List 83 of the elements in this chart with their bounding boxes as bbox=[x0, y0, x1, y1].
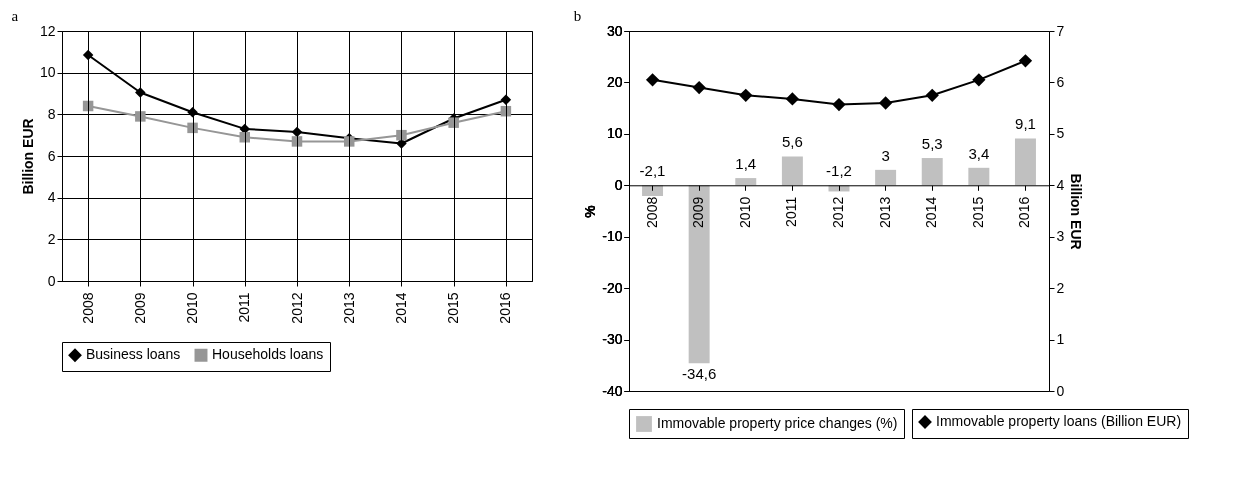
point bbox=[739, 89, 753, 102]
data-label: 1,4 bbox=[735, 155, 757, 173]
y-tick-label: 12 bbox=[39, 22, 56, 39]
x-tick-label: 2008 bbox=[79, 292, 96, 324]
bar bbox=[688, 185, 710, 364]
y-tick-label: 20 bbox=[606, 73, 623, 90]
point bbox=[448, 117, 459, 128]
y-tick-label: 10 bbox=[606, 125, 623, 142]
data-label: -34,6 bbox=[682, 365, 717, 383]
y-tick-label: -40 bbox=[602, 382, 623, 399]
y-tick-label: 0 bbox=[614, 176, 623, 193]
legend-label: Immovable property price changes (%) bbox=[657, 415, 898, 431]
data-label: 9,1 bbox=[1015, 115, 1036, 133]
y2-axis-title: Billion EUR bbox=[1068, 173, 1085, 250]
y-tick-label: -20 bbox=[602, 279, 623, 296]
y2-tick-label: 3 bbox=[1056, 228, 1065, 245]
legend-label: Immovable property loans (Billion EUR) bbox=[936, 413, 1182, 429]
point bbox=[832, 98, 846, 111]
point bbox=[291, 136, 303, 147]
x-tick-label: 2011 bbox=[236, 292, 253, 323]
data-label: -2,1 bbox=[639, 162, 666, 180]
x-tick-label: 2015 bbox=[445, 292, 462, 324]
y-tick-label: 2 bbox=[47, 230, 56, 247]
point bbox=[1019, 54, 1032, 68]
point bbox=[692, 81, 706, 94]
x-tick-label: 2014 bbox=[392, 292, 409, 324]
data-label: 3 bbox=[881, 146, 890, 164]
point bbox=[786, 92, 799, 106]
bar bbox=[642, 185, 664, 197]
x-tick-label: 2014 bbox=[923, 196, 940, 228]
point bbox=[82, 49, 94, 61]
y-axis-title: % bbox=[582, 204, 599, 218]
bar bbox=[781, 156, 803, 186]
bar bbox=[921, 158, 943, 186]
y-tick-label: 0 bbox=[47, 272, 56, 289]
x-tick-label: 2011 bbox=[783, 196, 800, 227]
point bbox=[879, 96, 892, 110]
x-tick-label: 2013 bbox=[340, 292, 357, 324]
point bbox=[646, 73, 659, 87]
text: a bbox=[11, 8, 19, 24]
point bbox=[972, 73, 986, 87]
y-axis-title: Billion EUR bbox=[19, 118, 36, 195]
x-tick-label: 2008 bbox=[643, 196, 660, 228]
y2-tick-label: 0 bbox=[1056, 382, 1065, 399]
legend-label: Business loans bbox=[86, 346, 181, 363]
point bbox=[396, 129, 407, 141]
y-tick-label: 10 bbox=[39, 64, 56, 81]
x-tick-label: 2010 bbox=[184, 292, 201, 324]
y-tick-label: -10 bbox=[602, 228, 623, 245]
x-tick-label: 2016 bbox=[497, 292, 514, 324]
point bbox=[925, 89, 939, 102]
point bbox=[187, 122, 198, 134]
text: b bbox=[573, 8, 582, 24]
y2-tick-label: 6 bbox=[1056, 73, 1065, 90]
point bbox=[135, 111, 146, 122]
y2-tick-label: 1 bbox=[1056, 331, 1065, 348]
x-tick-label: 2009 bbox=[690, 196, 707, 228]
data-label: -1,2 bbox=[826, 162, 852, 180]
y2-tick-label: 5 bbox=[1056, 125, 1065, 142]
bar bbox=[1014, 138, 1036, 186]
data-label: 5,3 bbox=[921, 135, 943, 153]
data-label: 5,6 bbox=[781, 133, 803, 151]
x-tick-label: 2010 bbox=[736, 196, 753, 228]
y-tick-label: 30 bbox=[606, 22, 623, 39]
y2-tick-label: 2 bbox=[1056, 279, 1065, 296]
y2-tick-label: 4 bbox=[1056, 176, 1065, 193]
bar bbox=[735, 178, 757, 186]
data-label: 3,4 bbox=[968, 144, 990, 162]
x-tick-label: 2016 bbox=[1016, 196, 1033, 228]
point bbox=[135, 87, 146, 98]
x-tick-label: 2009 bbox=[131, 292, 148, 324]
legend-label: Households loans bbox=[212, 346, 324, 363]
y-tick-label: -30 bbox=[602, 331, 623, 348]
y2-tick-label: 7 bbox=[1056, 22, 1065, 39]
x-tick-label: 2012 bbox=[288, 292, 305, 324]
x-tick-label: 2015 bbox=[969, 196, 986, 228]
x-tick-label: 2012 bbox=[830, 196, 846, 228]
y-tick-label: 4 bbox=[47, 189, 56, 206]
bar bbox=[875, 169, 897, 186]
y-tick-label: 6 bbox=[47, 147, 56, 164]
y-tick-label: 8 bbox=[47, 105, 56, 122]
x-tick-label: 2013 bbox=[876, 196, 893, 228]
bar bbox=[968, 167, 990, 186]
